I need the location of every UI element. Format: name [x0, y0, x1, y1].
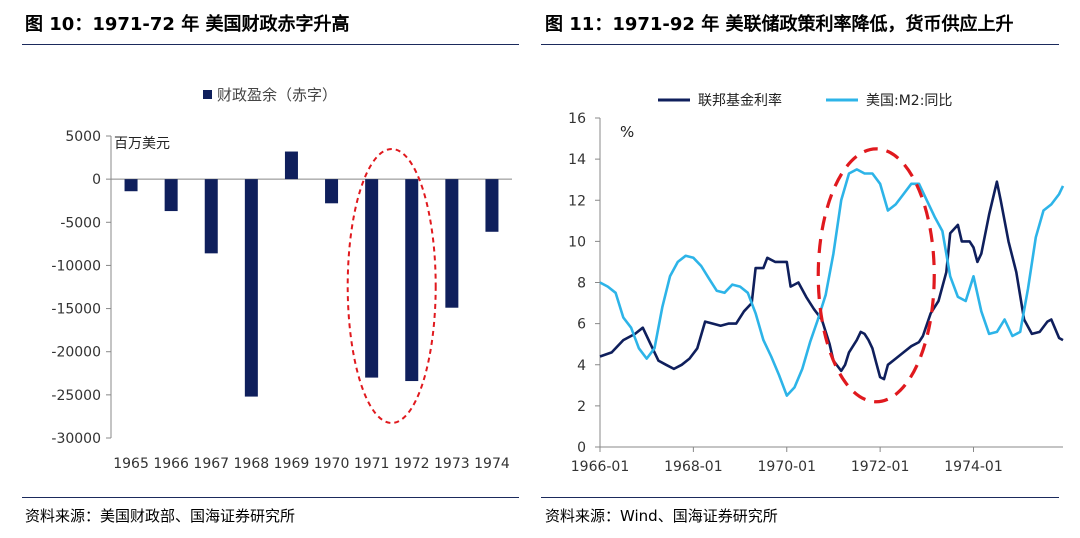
line-highlight-ellipse — [816, 147, 936, 404]
bar-legend-swatch — [203, 90, 212, 99]
bar-x-tick-label: 1968 — [234, 456, 270, 472]
bar-x-tick-label: 1973 — [434, 456, 470, 472]
line-y-tick-label: 14 — [568, 152, 586, 168]
line-x-tick-label: 1972-01 — [851, 459, 910, 475]
line-y-tick-label: 4 — [577, 358, 586, 374]
line-y-tick-label: 6 — [577, 317, 586, 333]
bar-y-tick-label: -25000 — [51, 388, 101, 404]
bar-1968 — [244, 179, 258, 397]
bar-1972 — [405, 179, 419, 382]
bar-highlight-ellipse — [346, 148, 437, 424]
right-chart-title: 图 11：1971-92 年 美联储政策利率降低，货币供应上升 — [545, 14, 1014, 35]
left-title-divider — [22, 44, 519, 45]
line-y-tick-label: 2 — [577, 399, 586, 415]
line-y-tick-label: 8 — [577, 276, 586, 292]
bar-x-tick-label: 1969 — [274, 456, 310, 472]
legend-label-m2: 美国:M2:同比 — [866, 93, 952, 109]
line-x-tick-label: 1970-01 — [758, 459, 817, 475]
bar-1966 — [164, 179, 178, 212]
line-y-tick-label: 16 — [568, 111, 586, 127]
line-y-tick-label: 12 — [568, 193, 586, 209]
m2-yoy-line — [599, 168, 1065, 397]
bar-x-tick-label: 1971 — [354, 456, 390, 472]
bar-y-tick-label: -5000 — [60, 215, 101, 231]
right-source-divider — [541, 497, 1059, 498]
bar-y-tick-label: 0 — [92, 172, 101, 188]
bar-x-tick-label: 1966 — [153, 456, 189, 472]
bar-x-tick-label: 1972 — [394, 456, 430, 472]
bar-x-tick-label: 1970 — [314, 456, 350, 472]
bar-1965 — [124, 179, 138, 192]
bar-1973 — [445, 179, 459, 308]
line-x-tick-label: 1974-01 — [944, 459, 1003, 475]
right-source-note: 资料来源：Wind、国海证券研究所 — [545, 507, 778, 525]
bar-x-tick-label: 1965 — [113, 456, 149, 472]
bar-unit-label: 百万美元 — [114, 136, 170, 152]
bar-y-tick-label: -10000 — [51, 258, 101, 274]
left-chart-title: 图 10：1971-72 年 美国财政赤字升高 — [25, 14, 350, 35]
left-source-note: 资料来源：美国财政部、国海证券研究所 — [25, 507, 296, 525]
bar-y-tick-label: -15000 — [51, 302, 101, 318]
bar-y-tick-label: -30000 — [51, 431, 101, 447]
line-x-tick-label: 1968-01 — [664, 459, 723, 475]
bar-1967 — [204, 179, 218, 254]
bar-1974 — [485, 179, 499, 232]
bar-x-tick-label: 1967 — [193, 456, 229, 472]
bar-x-tick-label: 1974 — [474, 456, 510, 472]
bar-y-tick-label: -20000 — [51, 345, 101, 361]
legend-label-fed-funds: 联邦基金利率 — [698, 92, 782, 109]
line-y-tick-label: 0 — [577, 440, 586, 456]
line-y-tick-label: 10 — [568, 234, 586, 250]
right-title-divider — [541, 44, 1059, 45]
bar-y-tick-label: 5000 — [65, 129, 101, 145]
fed-funds-rate-line — [599, 180, 1064, 381]
left-source-divider — [22, 497, 519, 498]
bar-1970 — [325, 179, 339, 204]
line-y-unit-label: % — [620, 123, 634, 141]
bar-1971 — [365, 179, 379, 378]
line-x-tick-label: 1966-01 — [571, 459, 630, 475]
bar-1969 — [284, 151, 298, 180]
bar-legend-label: 财政盈余（赤字） — [217, 86, 337, 104]
